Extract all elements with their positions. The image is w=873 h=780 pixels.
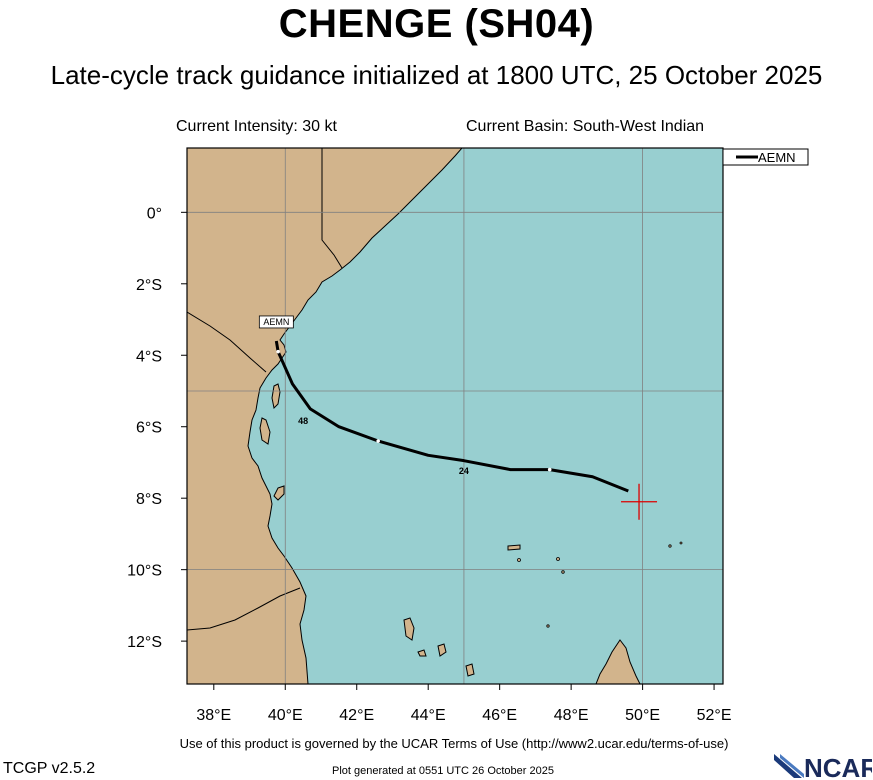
- current-intensity: Current Intensity: 30 kt: [176, 118, 337, 135]
- track-layer: 24 48 AEMN: [258, 315, 658, 520]
- x-tick-label: 52°E: [697, 707, 732, 724]
- forecast-hour-label: 48: [298, 416, 308, 426]
- current-basin: Current Basin: South-West Indian: [466, 118, 705, 135]
- forecast-hour-label: 24: [459, 466, 469, 476]
- islet: [668, 544, 672, 548]
- island-mafia: [273, 485, 285, 501]
- legend-label: AEMN: [758, 150, 796, 165]
- islet: [517, 558, 521, 562]
- graticule: [187, 148, 723, 684]
- x-tick-label: 42°E: [339, 707, 374, 724]
- track-point: [547, 467, 552, 472]
- map-frame: [186, 147, 724, 685]
- land-africa: [187, 148, 463, 684]
- islet: [556, 557, 560, 561]
- y-tick-label: 0°: [147, 205, 162, 222]
- x-tick-label: 44°E: [411, 707, 446, 724]
- page-subtitle: Late-cycle track guidance initialized at…: [50, 60, 823, 90]
- generated-time: Plot generated at 0551 UTC 26 October 20…: [332, 765, 554, 777]
- x-tick-label: 40°E: [268, 707, 303, 724]
- island-pemba: [271, 383, 281, 410]
- island-grande-comore: [403, 617, 415, 641]
- island-aldabra: [507, 544, 521, 551]
- island-moheli: [417, 649, 427, 657]
- island-zanzibar: [259, 417, 271, 445]
- axis-ticks: 38°E 40°E 42°E 44°E 46°E 48°E 50°E 52°E 0° 2°S 4°S…: [127, 205, 731, 724]
- track-end-label-box: [258, 315, 294, 329]
- track-point: [376, 439, 380, 443]
- track-line-aemn: [274, 340, 629, 493]
- x-tick-label: 46°E: [482, 707, 517, 724]
- legend: AEMN: [722, 148, 809, 166]
- y-tick-label: 2°S: [136, 277, 162, 294]
- islet: [679, 541, 683, 545]
- y-tick-label: 4°S: [136, 348, 162, 365]
- x-tick-label: 38°E: [196, 707, 231, 724]
- y-tick-label: 6°S: [136, 420, 162, 437]
- island-anjouan: [437, 643, 447, 657]
- border-line: [187, 311, 267, 373]
- border-line: [321, 148, 343, 269]
- islet: [561, 570, 565, 574]
- x-tick-label: 48°E: [554, 707, 589, 724]
- version-label: TCGP v2.5.2: [3, 760, 96, 777]
- ncar-logo-text: NCAR: [804, 753, 872, 780]
- island-mayotte: [465, 663, 475, 677]
- ncar-logo: NCAR: [774, 753, 872, 780]
- track-end-label: AEMN: [263, 317, 289, 327]
- y-tick-label: 8°S: [136, 491, 162, 508]
- page-title: CHENGE (SH04): [278, 2, 595, 46]
- land-madagascar: [595, 639, 641, 684]
- border-line: [187, 587, 301, 631]
- islet: [546, 624, 550, 628]
- terms-of-use: Use of this product is governed by the U…: [179, 736, 729, 751]
- track-point: [276, 349, 280, 354]
- x-tick-label: 50°E: [625, 707, 660, 724]
- y-tick-label: 10°S: [127, 563, 162, 580]
- y-tick-label: 12°S: [127, 634, 162, 651]
